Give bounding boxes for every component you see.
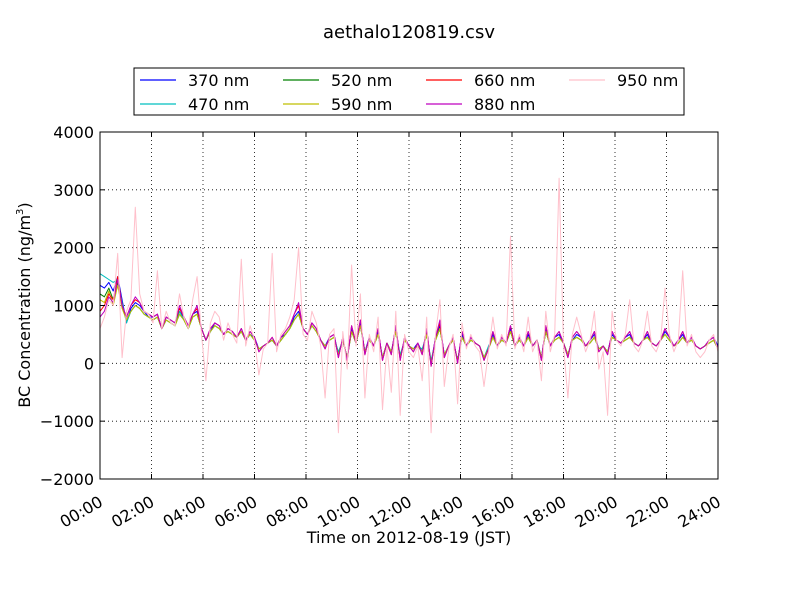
y-tick-label: 1000 [53, 297, 94, 316]
series-line-950-nm [99, 177, 719, 434]
series-line-880-nm [99, 279, 719, 367]
y-axis-label-suffix: ) [15, 202, 34, 208]
y-axis-label-main: BC Concentration (ng/m [15, 215, 34, 408]
y-tick-label: 0 [84, 354, 94, 373]
series-layer [99, 177, 719, 434]
y-tick-label: 3000 [53, 181, 94, 200]
legend-label: 660 nm [474, 71, 535, 90]
legend-label: 470 nm [188, 95, 249, 114]
y-tick-label: −2000 [40, 470, 94, 489]
legend-label: 950 nm [617, 71, 678, 90]
y-tick-label: 4000 [53, 123, 94, 142]
legend-label: 880 nm [474, 95, 535, 114]
legend: 370 nm 470 nm 520 nm 590 nm 660 nm 880 nm 950 … [133, 67, 685, 116]
legend-label: 370 nm [188, 71, 249, 90]
y-tick-label: 2000 [53, 239, 94, 258]
x-axis-label: Time on 2012-08-19 (JST) [306, 528, 511, 547]
y-axis-label: BC Concentration (ng/m3) [15, 202, 34, 407]
legend-box [133, 67, 685, 116]
chart-title: aethalo120819.csv [323, 22, 495, 43]
y-axis-label-superscript: 3 [15, 209, 26, 215]
grid-layer [100, 132, 718, 479]
legend-label: 520 nm [331, 71, 392, 90]
y-tick-label: −1000 [40, 412, 94, 431]
legend-label: 590 nm [331, 95, 392, 114]
